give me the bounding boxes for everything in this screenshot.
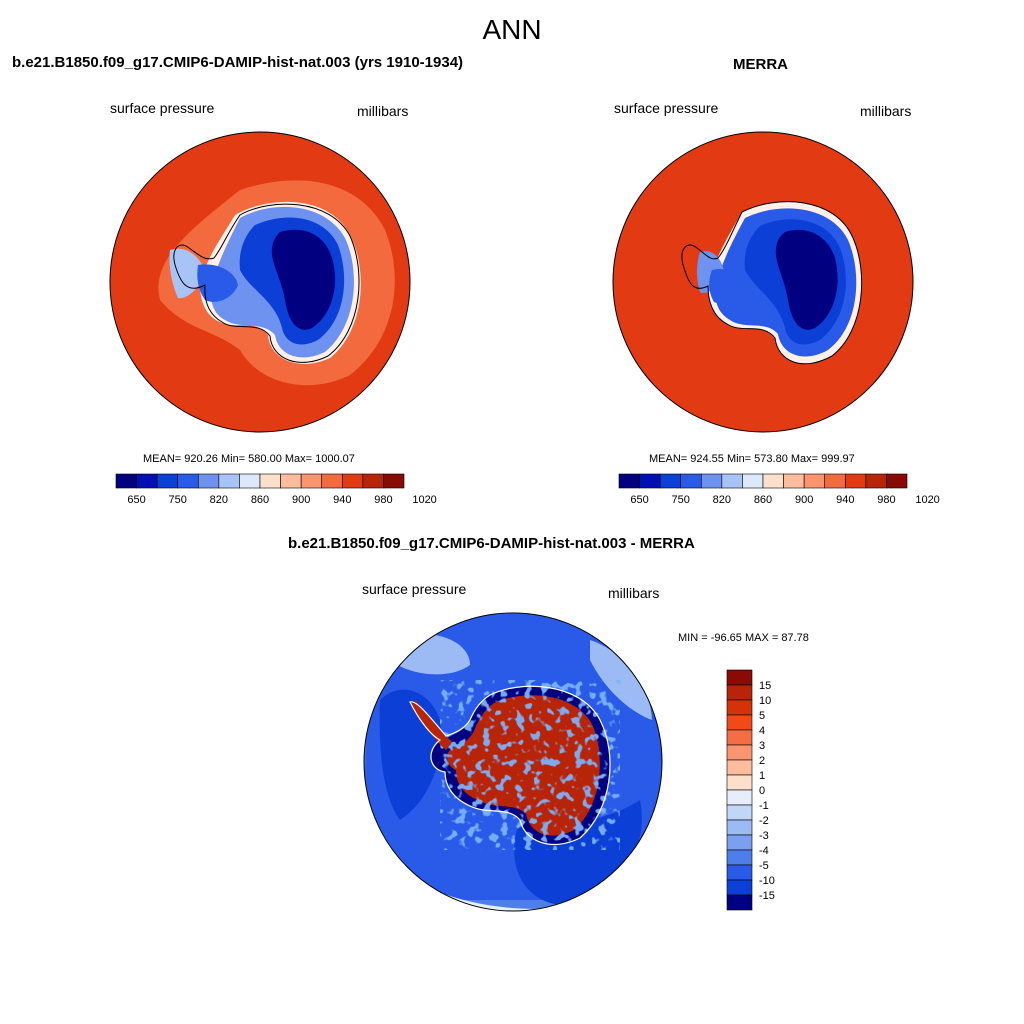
obs-left-label: surface pressure <box>614 100 719 116</box>
obs-colorbar-swatch <box>618 473 640 489</box>
obs-stats: MEAN= 924.55 Min= 573.80 Max= 999.97 <box>649 453 855 465</box>
diff-colorbar-swatch <box>726 759 753 776</box>
obs-colorbar-swatch <box>803 473 826 489</box>
diff-colorbar-tick-label: 5 <box>759 710 765 722</box>
obs-colorbar-tick-label: 1020 <box>915 494 939 506</box>
diff-right-label: millibars <box>608 585 660 601</box>
diff-colorbar-swatch <box>726 804 753 821</box>
model-colorbar-tick-label: 900 <box>292 494 310 506</box>
model-colorbar-swatch <box>383 473 405 489</box>
model-right-label: millibars <box>357 103 409 119</box>
diff-colorbar-tick-label: -3 <box>759 830 769 842</box>
diff-colorbar-swatch <box>726 819 753 836</box>
obs-map-border <box>612 131 914 433</box>
diff-map <box>364 613 662 911</box>
diff-colorbar-tick-label: -2 <box>759 815 769 827</box>
diff-colorbar-tick-label: 10 <box>759 695 771 707</box>
diff-colorbar-tick-label: -5 <box>759 860 769 872</box>
diff-colorbar-swatch <box>726 729 753 746</box>
diff-colorbar-tick-label: -15 <box>759 890 775 902</box>
obs-colorbar-swatch <box>700 473 723 489</box>
diff-colorbar-tick-label: -10 <box>759 875 775 887</box>
model-colorbar-swatch <box>136 473 158 489</box>
diff-colorbar-swatch <box>726 744 753 761</box>
model-colorbar-tick-label: 940 <box>333 494 351 506</box>
diff-panel-title: b.e21.B1850.f09_g17.CMIP6-DAMIP-hist-nat… <box>288 535 695 552</box>
obs-panel-title: MERRA <box>733 56 788 73</box>
model-colorbar-swatch <box>362 473 384 489</box>
diff-colorbar-swatch <box>726 834 753 851</box>
model-map <box>110 132 410 432</box>
diff-colorbar-tick-label: 3 <box>759 740 765 752</box>
model-left-label: surface pressure <box>110 100 215 116</box>
model-colorbar-swatch <box>156 473 179 489</box>
diff-colorbar-tick-label: 4 <box>759 725 765 737</box>
model-stats: MEAN= 920.26 Min= 580.00 Max= 1000.07 <box>143 453 355 465</box>
obs-colorbar-swatch <box>762 473 784 489</box>
diff-map-border <box>363 612 663 912</box>
model-panel-title: b.e21.B1850.f09_g17.CMIP6-DAMIP-hist-nat… <box>12 54 464 71</box>
model-colorbar-swatch <box>300 473 323 489</box>
obs-colorbar-tick-label: 900 <box>795 494 813 506</box>
obs-colorbar: 650 750 820 860 900 940 980 1020 <box>618 473 940 506</box>
diff-colorbar-tick-label: 0 <box>759 785 765 797</box>
obs-colorbar-swatch <box>783 473 805 489</box>
model-colorbar-swatch <box>259 473 281 489</box>
model-colorbar-tick-label: 820 <box>210 494 228 506</box>
obs-colorbar-swatch <box>659 473 682 489</box>
obs-right-label: millibars <box>860 103 912 119</box>
model-colorbar-tick-label: 860 <box>251 494 269 506</box>
model-colorbar-swatch <box>280 473 302 489</box>
obs-colorbar-tick-label: 750 <box>672 494 690 506</box>
model-colorbar-tick-label: 750 <box>169 494 187 506</box>
model-colorbar-swatch <box>341 473 364 489</box>
diff-colorbar-tick-label: 2 <box>759 755 765 767</box>
obs-map <box>613 132 913 432</box>
model-colorbar-swatch <box>197 473 220 489</box>
diff-colorbar-swatch <box>726 864 753 881</box>
diff-colorbar-swatch <box>726 699 753 716</box>
diff-stats: MIN = -96.65 MAX = 87.78 <box>678 632 809 644</box>
diff-colorbar-swatch <box>726 894 753 911</box>
diff-colorbar-swatch <box>726 849 753 866</box>
model-colorbar-swatch <box>239 473 261 489</box>
model-colorbar-swatch <box>115 473 137 489</box>
model-colorbar-tick-label: 980 <box>374 494 392 506</box>
diff-colorbar-tick-label: -1 <box>759 800 769 812</box>
model-colorbar: 650 750 820 860 900 940 980 1020 <box>115 473 437 506</box>
obs-colorbar-tick-label: 650 <box>630 494 648 506</box>
obs-colorbar-swatch <box>742 473 764 489</box>
obs-colorbar-tick-label: 820 <box>713 494 731 506</box>
diff-colorbar-tick-label: 1 <box>759 770 765 782</box>
diff-left-label: surface pressure <box>362 581 467 597</box>
obs-colorbar-swatch <box>865 473 887 489</box>
obs-colorbar-swatch <box>639 473 661 489</box>
diff-colorbar-tick-label: -4 <box>759 845 769 857</box>
figure-title: ANN <box>482 14 542 45</box>
model-colorbar-swatch <box>218 473 240 489</box>
obs-colorbar-swatch <box>680 473 702 489</box>
diff-colorbar-swatch <box>726 669 753 686</box>
obs-colorbar-swatch <box>886 473 908 489</box>
model-colorbar-swatch <box>321 473 343 489</box>
obs-colorbar-swatch <box>824 473 846 489</box>
obs-colorbar-swatch <box>844 473 867 489</box>
diff-colorbar-swatch <box>726 879 753 896</box>
model-colorbar-swatch <box>177 473 199 489</box>
model-map-border <box>109 131 411 433</box>
obs-colorbar-tick-label: 940 <box>836 494 854 506</box>
diff-colorbar-swatch <box>726 684 753 701</box>
diff-colorbar-swatch <box>726 774 753 791</box>
diff-colorbar-tick-label: 15 <box>759 680 771 692</box>
diff-colorbar-swatch <box>726 714 753 731</box>
diff-colorbar-swatch <box>726 789 753 806</box>
model-colorbar-tick-label: 650 <box>127 494 145 506</box>
obs-colorbar-tick-label: 860 <box>754 494 772 506</box>
obs-colorbar-tick-label: 980 <box>877 494 895 506</box>
model-colorbar-tick-label: 1020 <box>412 494 436 506</box>
obs-colorbar-swatch <box>721 473 743 489</box>
